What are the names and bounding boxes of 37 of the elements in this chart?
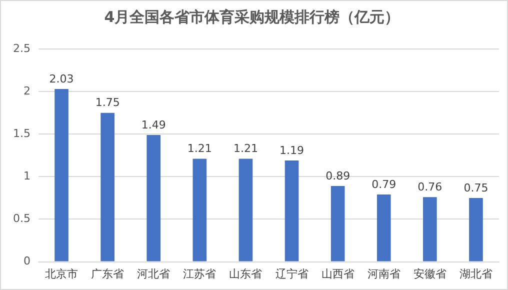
- bar: [376, 194, 391, 262]
- bar: [238, 158, 253, 262]
- x-tick-label: 山东省: [229, 267, 262, 280]
- bar: [330, 186, 345, 262]
- bar: [284, 160, 299, 262]
- bar: [192, 158, 207, 262]
- x-tick-label: 江苏省: [183, 267, 216, 280]
- data-label: 2.03: [49, 72, 74, 86]
- data-label: 0.79: [372, 178, 396, 191]
- x-tick-label: 河北省: [137, 267, 170, 280]
- data-label: 0.75: [464, 181, 488, 194]
- x-tick-label: 北京市: [45, 267, 78, 280]
- data-label: 0.76: [418, 180, 442, 194]
- bar: [100, 112, 114, 262]
- y-tick-label: 1.5: [12, 126, 30, 140]
- y-tick-label: 0.5: [12, 212, 30, 226]
- chart-title: 4月全国各省市体育采购规模排行榜（亿元）: [104, 8, 400, 26]
- y-tick-label: 2: [23, 84, 30, 98]
- y-tick-label: 2.5: [12, 42, 30, 55]
- x-tick-label: 广东省: [91, 267, 124, 280]
- x-tick-label: 安徽省: [413, 267, 446, 280]
- y-tick-label: 1: [23, 170, 30, 183]
- data-label: 1.19: [280, 144, 304, 157]
- data-label: 1.21: [187, 142, 212, 156]
- x-tick-label: 山西省: [321, 267, 354, 280]
- y-tick-label: 0: [23, 254, 30, 268]
- bar: [469, 198, 483, 262]
- bar: [54, 89, 68, 262]
- data-label: 1.21: [233, 142, 258, 156]
- bar: [146, 134, 161, 262]
- x-tick-label: 河南省: [367, 267, 400, 280]
- x-tick-label: 湖北省: [459, 267, 492, 280]
- data-label: 1.49: [141, 118, 166, 132]
- data-label: 0.89: [326, 169, 350, 182]
- bar: [423, 197, 437, 262]
- x-tick-label: 辽宁省: [275, 267, 308, 280]
- data-label: 1.75: [95, 96, 120, 110]
